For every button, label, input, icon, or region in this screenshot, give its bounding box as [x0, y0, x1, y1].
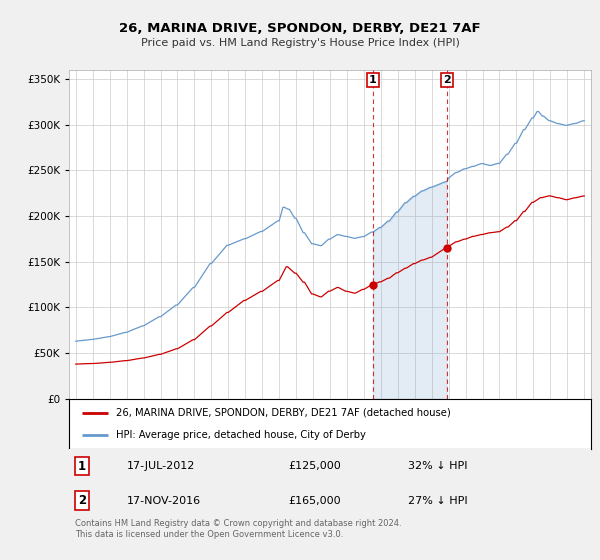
Text: 17-JUL-2012: 17-JUL-2012 [127, 461, 195, 471]
Text: 17-NOV-2016: 17-NOV-2016 [127, 496, 200, 506]
Text: 26, MARINA DRIVE, SPONDON, DERBY, DE21 7AF: 26, MARINA DRIVE, SPONDON, DERBY, DE21 7… [119, 22, 481, 35]
Text: £165,000: £165,000 [288, 496, 341, 506]
Text: 1: 1 [78, 460, 86, 473]
Text: 2: 2 [443, 75, 451, 85]
Text: Price paid vs. HM Land Registry's House Price Index (HPI): Price paid vs. HM Land Registry's House … [140, 38, 460, 48]
Text: £125,000: £125,000 [288, 461, 341, 471]
Text: Contains HM Land Registry data © Crown copyright and database right 2024.
This d: Contains HM Land Registry data © Crown c… [75, 519, 402, 539]
Text: 27% ↓ HPI: 27% ↓ HPI [409, 496, 468, 506]
Text: HPI: Average price, detached house, City of Derby: HPI: Average price, detached house, City… [116, 430, 366, 440]
Text: 32% ↓ HPI: 32% ↓ HPI [409, 461, 468, 471]
Text: 26, MARINA DRIVE, SPONDON, DERBY, DE21 7AF (detached house): 26, MARINA DRIVE, SPONDON, DERBY, DE21 7… [116, 408, 451, 418]
Text: 2: 2 [78, 494, 86, 507]
Text: 1: 1 [369, 75, 377, 85]
